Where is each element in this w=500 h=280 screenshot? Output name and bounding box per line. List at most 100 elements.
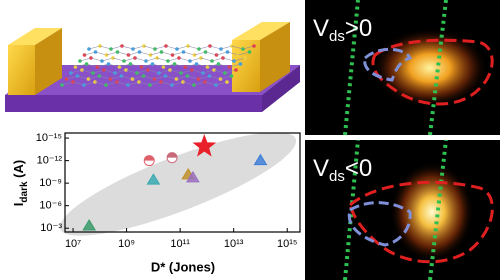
bond xyxy=(95,51,107,56)
bond xyxy=(99,45,112,50)
bond xyxy=(189,57,202,62)
bond xyxy=(154,45,167,50)
bond xyxy=(187,45,200,50)
highlight-ellipse xyxy=(59,132,297,236)
bond xyxy=(86,63,98,68)
triangle-marker xyxy=(186,170,200,183)
y-tick-label: 10⁻⁹ xyxy=(39,177,62,189)
bond xyxy=(125,69,138,74)
bond xyxy=(70,69,83,74)
triangle-marker xyxy=(253,153,268,166)
atom xyxy=(247,50,252,54)
x-tick-label: 10⁹ xyxy=(118,238,135,250)
bond xyxy=(121,75,133,80)
bond xyxy=(163,63,175,68)
x-tick-label: 10⁷ xyxy=(65,238,81,250)
bond xyxy=(114,69,127,74)
bond xyxy=(77,75,89,80)
bond xyxy=(83,81,96,86)
bond xyxy=(119,63,131,68)
panel-label: Vds>0 xyxy=(313,15,372,45)
bond xyxy=(66,75,78,80)
bond xyxy=(209,75,221,80)
bond xyxy=(180,69,193,74)
bond xyxy=(108,63,120,68)
bond xyxy=(132,45,145,50)
y-label-main: I xyxy=(11,203,26,207)
bond xyxy=(191,69,204,74)
panel-label-sub: ds xyxy=(329,28,345,45)
bond xyxy=(224,69,237,74)
bond xyxy=(194,51,206,56)
bond xyxy=(205,51,217,56)
atom xyxy=(229,74,234,78)
bond xyxy=(220,75,232,80)
bond xyxy=(81,69,94,74)
bond xyxy=(145,57,158,62)
bond xyxy=(198,75,210,80)
bond xyxy=(72,81,85,86)
y-tick-label: 10⁻¹⁵ xyxy=(36,132,62,144)
bond xyxy=(160,81,173,86)
bond xyxy=(171,81,184,86)
bond xyxy=(200,57,213,62)
bond xyxy=(99,75,111,80)
y-axis-label: Idark (A) xyxy=(11,160,29,206)
bond xyxy=(138,81,151,86)
bond xyxy=(116,81,129,86)
bond xyxy=(202,69,215,74)
bond xyxy=(110,45,123,50)
bond xyxy=(167,57,180,62)
bond xyxy=(161,51,173,56)
bond xyxy=(79,57,92,62)
chart: D* (Jones) Idark (A) 10⁷ 10⁹ 10¹¹ 10¹³ 10¹⁵ 1… xyxy=(11,132,301,274)
triangle-marker xyxy=(82,218,97,231)
device-illustration xyxy=(5,22,300,112)
bond xyxy=(88,45,101,50)
bond xyxy=(216,51,228,56)
bond xyxy=(97,63,109,68)
y-label-rest: (A) xyxy=(11,160,26,182)
x-tick-label: 10¹¹ xyxy=(170,238,190,250)
panel-label-main: V xyxy=(313,15,329,42)
bond xyxy=(117,51,129,56)
bond xyxy=(172,51,184,56)
y-tick-label: 10⁻⁶ xyxy=(39,200,62,212)
bond xyxy=(94,81,107,86)
bond xyxy=(147,69,160,74)
bond xyxy=(143,45,156,50)
panel-label: Vds<0 xyxy=(313,155,372,185)
bond xyxy=(75,63,87,68)
bond xyxy=(187,75,199,80)
bond xyxy=(158,69,171,74)
atom xyxy=(234,68,238,72)
bond xyxy=(211,57,224,62)
bond xyxy=(238,51,250,56)
plot-frame xyxy=(64,132,301,233)
bond xyxy=(169,69,182,74)
bond xyxy=(165,45,178,50)
bond xyxy=(227,51,239,56)
bond xyxy=(231,45,244,50)
y-tick-label: 10⁻³ xyxy=(40,222,62,234)
bond xyxy=(121,45,134,50)
bond xyxy=(222,57,235,62)
bond xyxy=(154,75,166,80)
bond xyxy=(156,57,169,62)
bond xyxy=(220,45,233,50)
bond xyxy=(61,81,74,86)
bond xyxy=(165,75,177,80)
bond xyxy=(176,45,189,50)
bond xyxy=(110,75,122,80)
bond xyxy=(123,57,136,62)
bond xyxy=(193,81,206,86)
y-tick-label: 10⁻¹² xyxy=(37,155,63,167)
panel-label-rest: >0 xyxy=(345,15,372,42)
atom xyxy=(252,44,256,48)
bond xyxy=(134,57,147,62)
bond xyxy=(218,63,230,68)
bond xyxy=(215,81,228,86)
bond xyxy=(141,63,153,68)
bond xyxy=(105,81,118,86)
bond xyxy=(183,51,195,56)
